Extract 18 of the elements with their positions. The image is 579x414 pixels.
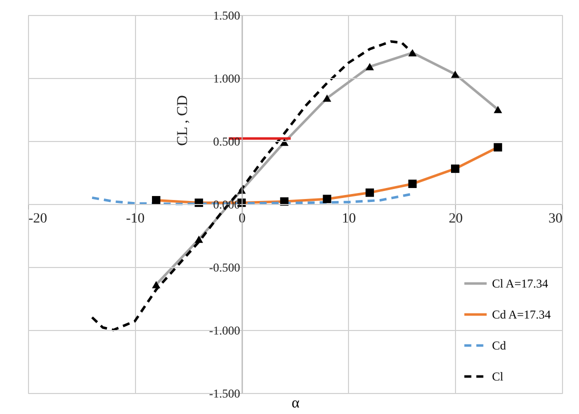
legend-label: Cd — [492, 338, 506, 352]
y-tick-label: -1.000 — [209, 324, 240, 338]
y-axis-title: CL , CD — [175, 94, 192, 146]
x-tick-label: 0 — [238, 212, 246, 226]
legend-label: Cd A=17.34 — [492, 308, 551, 322]
x-tick-label: 30 — [548, 212, 562, 226]
x-tick-label: -10 — [126, 212, 145, 226]
x-tick-label: 10 — [342, 212, 356, 226]
x-tick-label: -20 — [28, 212, 48, 226]
y-tick-label: 1.500 — [213, 8, 240, 22]
legend-label: Cl A=17.34 — [492, 276, 548, 290]
legend-label: Cl — [492, 370, 504, 384]
x-tick-label: 20 — [448, 212, 463, 226]
y-tick-label: 0.500 — [213, 134, 240, 148]
y-tick-label: -1.500 — [209, 386, 240, 400]
x-axis-title: α — [292, 396, 300, 412]
y-tick-label: 1.000 — [213, 72, 240, 86]
y-tick-label: -0.500 — [209, 260, 240, 274]
